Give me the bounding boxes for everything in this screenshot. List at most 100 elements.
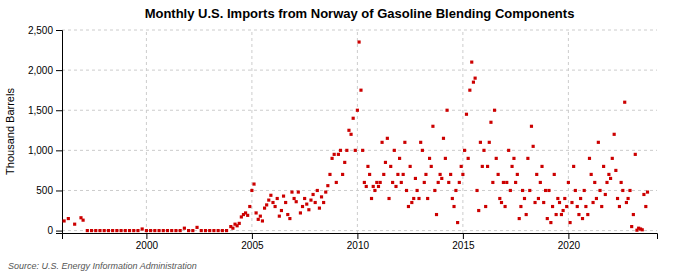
- x-tick: 2015: [452, 233, 475, 251]
- y-tick-mark: [56, 231, 62, 232]
- point: [119, 229, 122, 232]
- point: [583, 189, 586, 192]
- y-tick: 1,000: [28, 145, 62, 156]
- y-tick-mark: [56, 110, 62, 111]
- x-grid-line: [251, 30, 252, 233]
- point: [183, 227, 186, 230]
- point: [343, 161, 346, 164]
- x-tick-label: 2005: [241, 240, 264, 251]
- point: [505, 181, 508, 184]
- point: [465, 113, 468, 116]
- point: [544, 189, 547, 192]
- point: [421, 149, 424, 152]
- point: [507, 149, 510, 152]
- point: [437, 181, 440, 184]
- point: [63, 219, 66, 222]
- point: [547, 189, 550, 192]
- point: [474, 77, 477, 80]
- point: [477, 209, 480, 212]
- x-grid-line: [357, 30, 358, 233]
- point: [546, 217, 549, 220]
- point: [195, 226, 198, 229]
- point: [533, 201, 536, 204]
- point: [94, 229, 97, 232]
- point: [379, 181, 382, 184]
- point: [387, 197, 390, 200]
- point: [472, 81, 475, 84]
- point: [590, 173, 593, 176]
- point: [523, 197, 526, 200]
- point: [405, 189, 408, 192]
- point: [301, 205, 304, 208]
- point: [394, 185, 397, 188]
- point: [618, 205, 621, 208]
- point: [297, 190, 300, 193]
- point: [377, 185, 380, 188]
- title: Monthly U.S. Imports from Norway of Gaso…: [145, 6, 575, 21]
- point: [442, 137, 445, 140]
- point: [488, 141, 491, 144]
- point: [479, 141, 482, 144]
- point: [468, 89, 471, 92]
- point: [627, 197, 630, 200]
- point: [200, 229, 203, 232]
- point: [435, 213, 438, 216]
- point: [217, 229, 220, 232]
- y-tick-label: 1,000: [28, 145, 53, 156]
- y-tick: 1,500: [28, 105, 62, 116]
- point: [549, 221, 552, 224]
- point: [356, 109, 359, 112]
- point: [386, 137, 389, 140]
- point: [553, 173, 556, 176]
- point: [613, 133, 616, 136]
- x-tick-mark: [252, 233, 253, 239]
- point: [309, 199, 312, 202]
- y-tick-label: 0: [47, 225, 53, 236]
- x-tick-label: 2000: [136, 240, 159, 251]
- point: [423, 181, 426, 184]
- point: [231, 227, 234, 230]
- point: [440, 177, 443, 180]
- point: [380, 141, 383, 144]
- point: [560, 213, 563, 216]
- y-axis-line: [56, 31, 63, 234]
- point: [261, 219, 264, 222]
- point: [349, 133, 352, 136]
- point: [574, 189, 577, 192]
- point: [174, 229, 177, 232]
- point: [103, 229, 106, 232]
- point: [642, 193, 645, 196]
- point: [449, 173, 452, 176]
- point: [90, 229, 93, 232]
- point: [525, 213, 528, 216]
- point: [269, 194, 272, 197]
- point: [614, 169, 617, 172]
- point: [250, 189, 253, 192]
- point: [290, 190, 293, 193]
- point: [255, 211, 258, 214]
- point: [611, 157, 614, 160]
- point: [238, 222, 241, 225]
- point: [82, 219, 85, 222]
- point: [265, 203, 268, 206]
- point: [339, 149, 342, 152]
- point: [584, 205, 587, 208]
- point: [361, 149, 364, 152]
- point: [597, 141, 600, 144]
- y-grid-line: [62, 150, 657, 151]
- point: [447, 181, 450, 184]
- point: [540, 165, 543, 168]
- y-axis: 05001,0001,5002,0002,500: [28, 25, 63, 237]
- point: [372, 185, 375, 188]
- point: [516, 173, 519, 176]
- y-axis-title: Thousand Barrels: [4, 88, 16, 175]
- y-tick-label: 2,500: [28, 25, 53, 36]
- point: [375, 181, 378, 184]
- point: [463, 149, 466, 152]
- point: [403, 141, 406, 144]
- point: [162, 229, 165, 232]
- point: [204, 229, 207, 232]
- point: [278, 215, 281, 218]
- point: [282, 195, 285, 198]
- x-axis-line: [63, 234, 658, 240]
